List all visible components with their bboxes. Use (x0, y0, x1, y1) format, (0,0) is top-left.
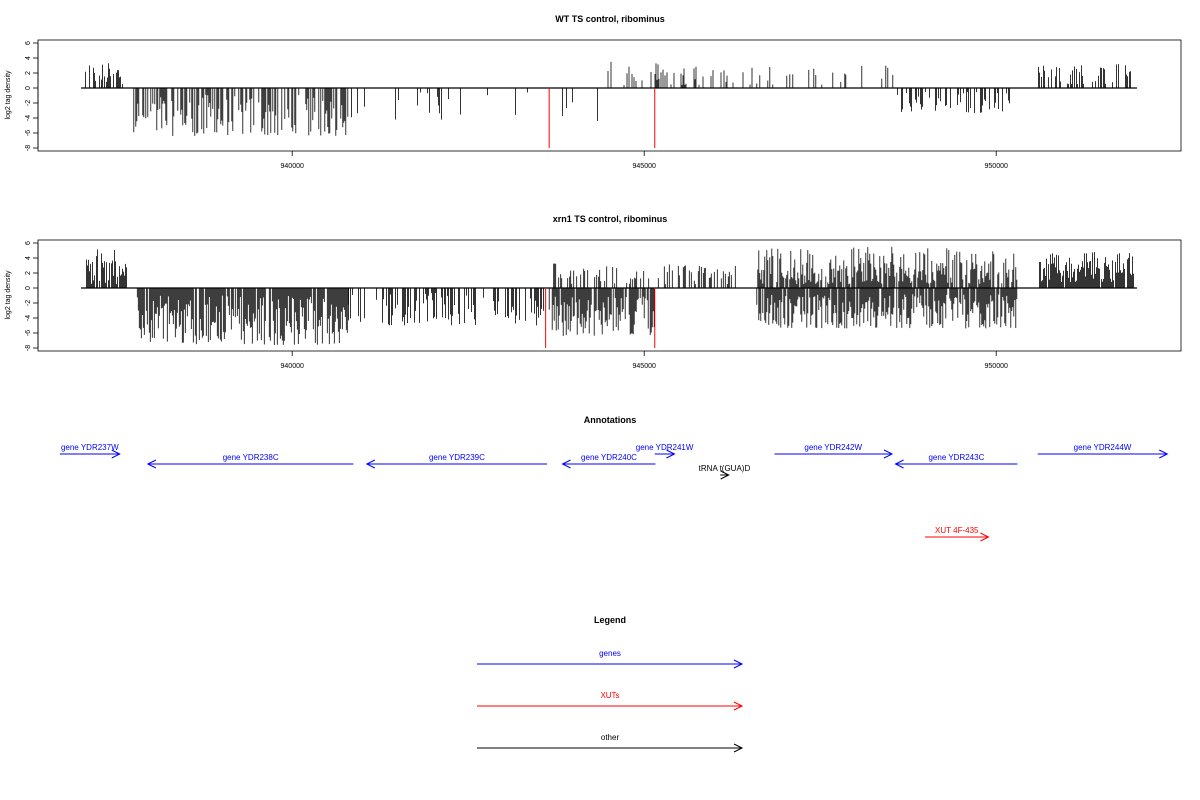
arrow-head (980, 532, 990, 542)
y-tick-label: -6 (25, 130, 32, 136)
x-tick-label: 940000 (281, 163, 304, 170)
arrow-head (365, 459, 376, 469)
y-tick-label: -8 (25, 345, 32, 351)
annotation-feature: gene YDR237W (59, 443, 121, 459)
legend-label: other (601, 733, 620, 742)
y-tick-label: 4 (25, 256, 32, 260)
y-tick-label: 0 (25, 86, 32, 90)
feature-label: gene YDR241W (636, 443, 694, 452)
arrow-head (733, 743, 744, 753)
annotation-feature: XUT 4F-435 (925, 526, 990, 542)
legend-item: other (477, 733, 744, 753)
x-tick-label: 950000 (985, 363, 1008, 370)
arrow-head (1159, 449, 1169, 459)
y-tick-label: 0 (25, 286, 32, 290)
wt-bars (81, 61, 1137, 148)
y-tick-label: 2 (25, 271, 32, 275)
annotation-feature: gene YDR238C (146, 453, 354, 469)
wt-y-axis: 6 4 2 0 -2 -4 -6 -8 (25, 41, 39, 151)
xrn1-track-panel: xrn1 TS control, ribominus log2 tag dens… (5, 214, 1182, 370)
feature-label: gene YDR244W (1074, 443, 1132, 452)
annotation-feature: gene YDR244W (1037, 443, 1169, 459)
annotation-feature: gene YDR243C (894, 453, 1018, 469)
y-tick-label: -6 (25, 330, 32, 336)
annotation-feature: gene YDR241W (636, 443, 694, 459)
wt-track-title: WT TS control, ribominus (555, 14, 665, 24)
arrow-head (146, 459, 157, 469)
x-tick-label: 945000 (633, 163, 656, 170)
xrn1-y-axis-label: log2 tag density (5, 270, 12, 320)
legend-title: Legend (594, 615, 626, 625)
feature-label: gene YDR238C (223, 453, 279, 462)
y-tick-label: -4 (25, 115, 32, 121)
annotation-feature: gene YDR242W (774, 443, 894, 459)
feature-label: gene YDR237W (61, 443, 119, 452)
x-tick-label: 950000 (985, 163, 1008, 170)
wt-y-axis-label: log2 tag density (5, 70, 12, 120)
legend-label: XUTs (600, 691, 619, 700)
xrn1-x-axis: 940000 945000 950000 (281, 351, 1008, 370)
feature-label: gene YDR242W (804, 443, 862, 452)
arrow-head (561, 459, 571, 469)
feature-label: gene YDR243C (928, 453, 984, 462)
feature-label: XUT 4F-435 (935, 526, 979, 535)
arrow-head (733, 659, 744, 669)
legend: genes XUTs other (477, 649, 744, 753)
arrow-head (666, 449, 676, 459)
xrn1-y-axis: 6 4 2 0 -2 -4 -6 -8 (25, 241, 39, 351)
wt-x-axis: 940000 945000 950000 (281, 151, 1008, 170)
arrow-head (733, 701, 744, 711)
y-tick-label: 2 (25, 71, 32, 75)
feature-label: gene YDR240C (581, 453, 637, 462)
xrn1-track-title: xrn1 TS control, ribominus (553, 214, 668, 224)
y-tick-label: 6 (25, 241, 32, 245)
legend-item: genes (477, 649, 744, 669)
arrow-head (883, 449, 894, 459)
wt-track-panel: WT TS control, ribominus log2 tag densit… (5, 14, 1182, 170)
y-tick-label: -2 (25, 100, 32, 106)
legend-item: XUTs (477, 691, 744, 711)
arrow-head (111, 449, 121, 459)
arrow-head (894, 459, 904, 469)
legend-label: genes (599, 649, 621, 658)
annotation-features: gene YDR237W gene YDR238C gene YDR239C gene… (59, 443, 1169, 542)
feature-label: tRNA t(GUA)D (699, 464, 751, 473)
annotation-feature: gene YDR240C (561, 453, 656, 469)
x-tick-label: 940000 (281, 363, 304, 370)
annotation-feature: tRNA t(GUA)D (699, 464, 751, 480)
y-tick-label: -4 (25, 315, 32, 321)
y-tick-label: 4 (25, 56, 32, 60)
y-tick-label: 6 (25, 41, 32, 45)
arrow-head (720, 470, 730, 480)
y-tick-label: -2 (25, 300, 32, 306)
annotation-feature: gene YDR239C (365, 453, 548, 469)
x-tick-label: 945000 (633, 363, 656, 370)
y-tick-label: -8 (25, 145, 32, 151)
feature-label: gene YDR239C (429, 453, 485, 462)
xrn1-bars (81, 246, 1137, 348)
annotations-title: Annotations (584, 415, 637, 425)
